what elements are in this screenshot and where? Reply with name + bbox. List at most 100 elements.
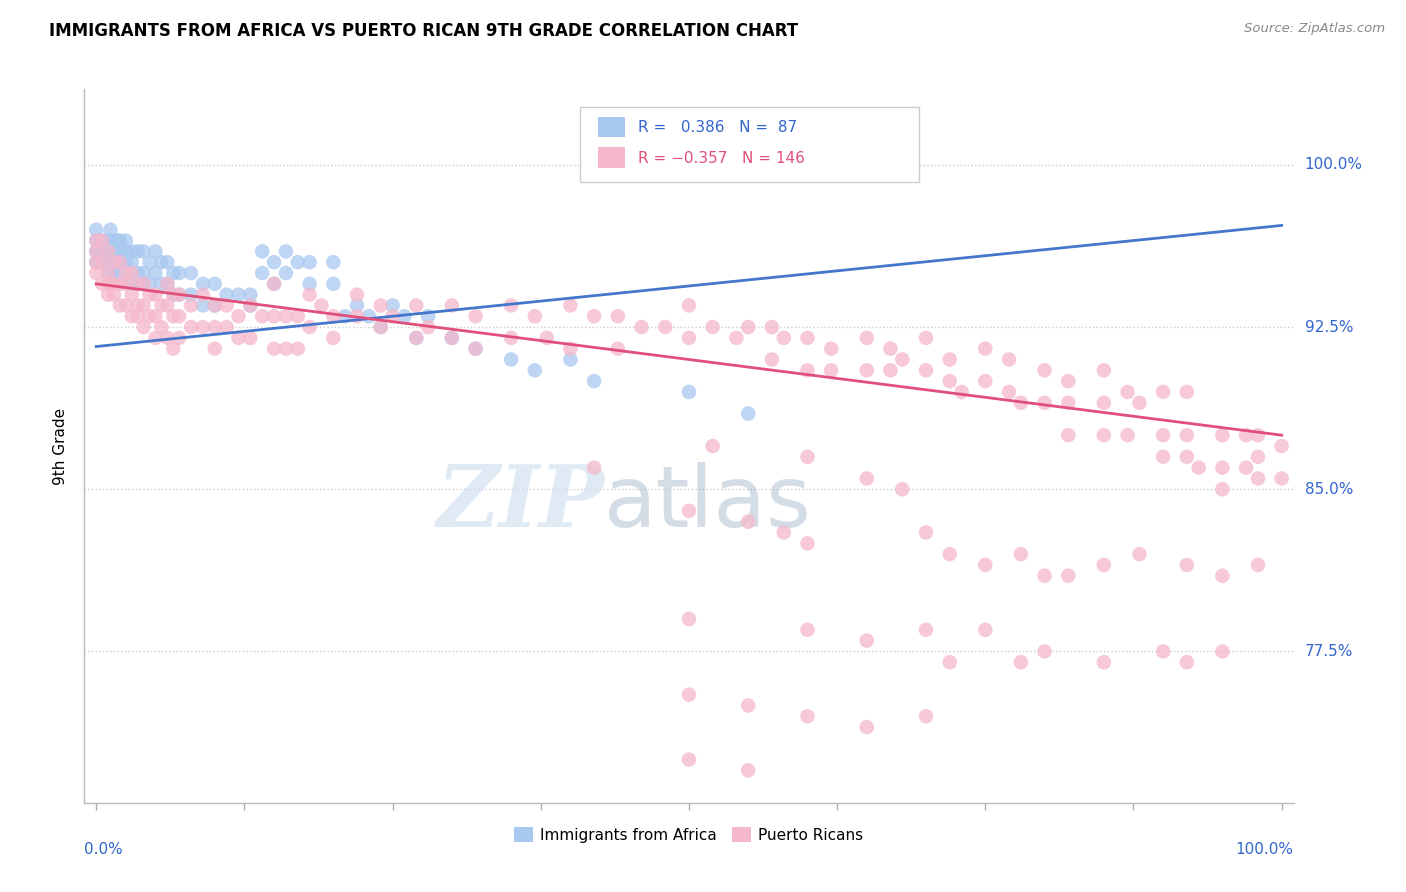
Point — [204, 320, 226, 334]
Point — [381, 310, 404, 324]
Point — [191, 287, 214, 301]
Text: R =   0.386   N =  87: R = 0.386 N = 87 — [638, 120, 797, 136]
Point — [100, 223, 122, 237]
Point — [107, 234, 129, 248]
Point — [97, 234, 120, 248]
Point — [523, 363, 546, 377]
Point — [1057, 428, 1080, 442]
Point — [156, 255, 179, 269]
Point — [298, 277, 321, 291]
Point — [167, 266, 190, 280]
Point — [796, 709, 818, 723]
Point — [156, 331, 179, 345]
Point — [1010, 396, 1032, 410]
Point — [796, 536, 818, 550]
Point — [121, 277, 143, 291]
Point — [103, 287, 125, 301]
Point — [772, 331, 794, 345]
Point — [84, 255, 107, 269]
Point — [1247, 428, 1270, 442]
Point — [357, 310, 380, 324]
Point — [138, 255, 160, 269]
Point — [191, 320, 214, 334]
Point — [239, 331, 262, 345]
Point — [1033, 396, 1056, 410]
Point — [97, 244, 120, 259]
Point — [938, 655, 960, 669]
Point — [274, 244, 297, 259]
Point — [103, 255, 125, 269]
Point — [204, 298, 226, 312]
Point — [274, 310, 297, 324]
Point — [115, 277, 138, 291]
Point — [405, 331, 427, 345]
Point — [879, 363, 901, 377]
FancyBboxPatch shape — [581, 107, 918, 182]
Point — [84, 244, 107, 259]
Point — [322, 277, 344, 291]
Point — [915, 709, 938, 723]
Text: 92.5%: 92.5% — [1305, 319, 1353, 334]
Point — [263, 255, 285, 269]
Point — [1152, 428, 1174, 442]
Point — [145, 244, 167, 259]
Point — [1116, 428, 1139, 442]
Point — [346, 310, 368, 324]
Point — [855, 633, 877, 648]
Point — [583, 310, 606, 324]
Point — [167, 310, 190, 324]
Point — [322, 310, 344, 324]
Point — [855, 363, 877, 377]
Point — [121, 310, 143, 324]
Point — [162, 310, 184, 324]
Point — [298, 287, 321, 301]
Point — [91, 255, 114, 269]
Point — [84, 244, 107, 259]
Point — [180, 320, 202, 334]
Point — [370, 320, 392, 334]
Point — [418, 320, 440, 334]
Point — [298, 255, 321, 269]
Point — [678, 298, 700, 312]
Point — [737, 764, 759, 778]
Point — [150, 255, 173, 269]
Point — [1092, 655, 1115, 669]
Point — [204, 277, 226, 291]
Point — [263, 342, 285, 356]
Point — [127, 244, 149, 259]
Point — [737, 320, 759, 334]
Point — [150, 277, 173, 291]
Point — [523, 310, 546, 324]
Point — [91, 234, 114, 248]
Point — [796, 450, 818, 464]
Point — [1152, 644, 1174, 658]
Point — [440, 331, 463, 345]
Point — [630, 320, 652, 334]
Point — [1211, 428, 1233, 442]
Point — [1010, 655, 1032, 669]
Point — [606, 342, 628, 356]
Point — [97, 266, 120, 280]
Point — [560, 298, 582, 312]
Text: atlas: atlas — [605, 461, 813, 545]
Point — [915, 331, 938, 345]
Point — [1188, 460, 1211, 475]
Point — [97, 244, 120, 259]
Point — [1128, 396, 1150, 410]
Point — [418, 310, 440, 324]
Point — [998, 352, 1021, 367]
Point — [274, 266, 297, 280]
Point — [1175, 450, 1198, 464]
Point — [121, 255, 143, 269]
Point — [1175, 428, 1198, 442]
Point — [121, 287, 143, 301]
Point — [91, 277, 114, 291]
Point — [820, 363, 842, 377]
Point — [464, 342, 486, 356]
Point — [583, 374, 606, 388]
Point — [915, 525, 938, 540]
Point — [84, 255, 107, 269]
Point — [167, 287, 190, 301]
Point — [938, 547, 960, 561]
Point — [820, 342, 842, 356]
